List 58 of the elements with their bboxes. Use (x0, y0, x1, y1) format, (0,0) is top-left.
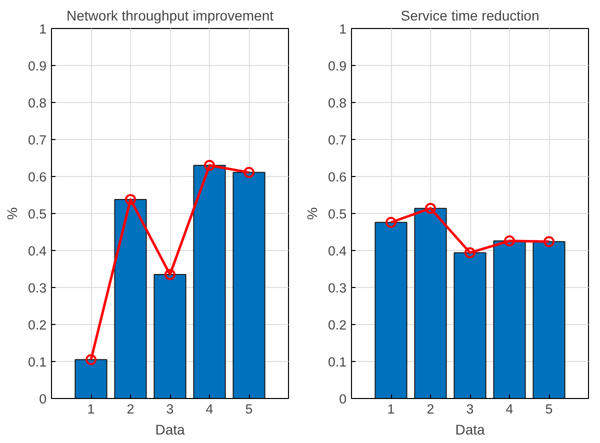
x-tick-label: 2 (126, 402, 134, 416)
x-tick-label: 1 (387, 402, 395, 416)
bar (232, 172, 266, 398)
y-tick-label: 0.9 (28, 58, 47, 74)
x-tick-label: 4 (206, 402, 214, 416)
bar (454, 252, 486, 398)
point (125, 194, 136, 205)
point (244, 166, 254, 178)
point (544, 236, 554, 248)
bar (74, 359, 108, 398)
chart-title: Network throughput improvement (66, 8, 274, 24)
bar (414, 208, 447, 398)
x-tick-label: 3 (466, 402, 474, 416)
y-tick-label: 0.4 (328, 244, 348, 258)
point (504, 235, 515, 246)
y-tick-label: 0.7 (28, 132, 47, 148)
point (204, 160, 215, 171)
y-tick-label: 0.8 (328, 96, 347, 110)
x-tick-label: 1 (87, 402, 95, 416)
x-tick-label: 2 (426, 402, 434, 416)
x-tick-label: 4 (506, 402, 514, 416)
y-tick-label: 0.4 (28, 244, 48, 258)
point (164, 269, 176, 280)
x-axis-title: Data (455, 422, 485, 438)
y-axis-title: % (4, 207, 20, 220)
y-tick-label: 0.1 (28, 354, 47, 370)
y-tick-label: 0.5 (328, 206, 347, 222)
y-axis-title: % (304, 207, 320, 220)
chart-title: Service time reduction (400, 8, 540, 24)
y-tick-label: 0.9 (328, 58, 347, 74)
y-tick-label: 1 (339, 22, 347, 36)
y-tick-label: 0.7 (328, 132, 347, 148)
y-tick-label: 0.5 (28, 206, 47, 222)
point (86, 354, 96, 366)
y-tick-label: 0 (339, 392, 347, 406)
y-tick-label: 0.6 (328, 170, 347, 184)
bar (532, 241, 566, 398)
bar (114, 198, 147, 398)
y-tick-label: 0.2 (28, 318, 47, 332)
y-tick-label: 0.3 (28, 280, 47, 296)
x-tick-label: 3 (166, 402, 174, 416)
point (425, 202, 436, 214)
bar (493, 240, 526, 398)
x-tick-label: 5 (245, 402, 253, 416)
y-tick-label: 0.2 (328, 318, 347, 332)
bar (154, 274, 186, 398)
point (464, 247, 476, 258)
y-tick-label: 0.1 (328, 354, 347, 370)
y-tick-label: 0.6 (28, 170, 47, 184)
x-tick-label: 5 (545, 402, 553, 416)
y-tick-label: 0.8 (28, 96, 47, 110)
y-tick-label: 1 (39, 22, 47, 36)
y-tick-label: 0 (39, 392, 47, 406)
bar (193, 164, 226, 398)
x-axis-title: Data (155, 422, 185, 438)
bar (374, 222, 408, 398)
y-tick-label: 0.3 (328, 280, 347, 296)
point (386, 216, 396, 228)
